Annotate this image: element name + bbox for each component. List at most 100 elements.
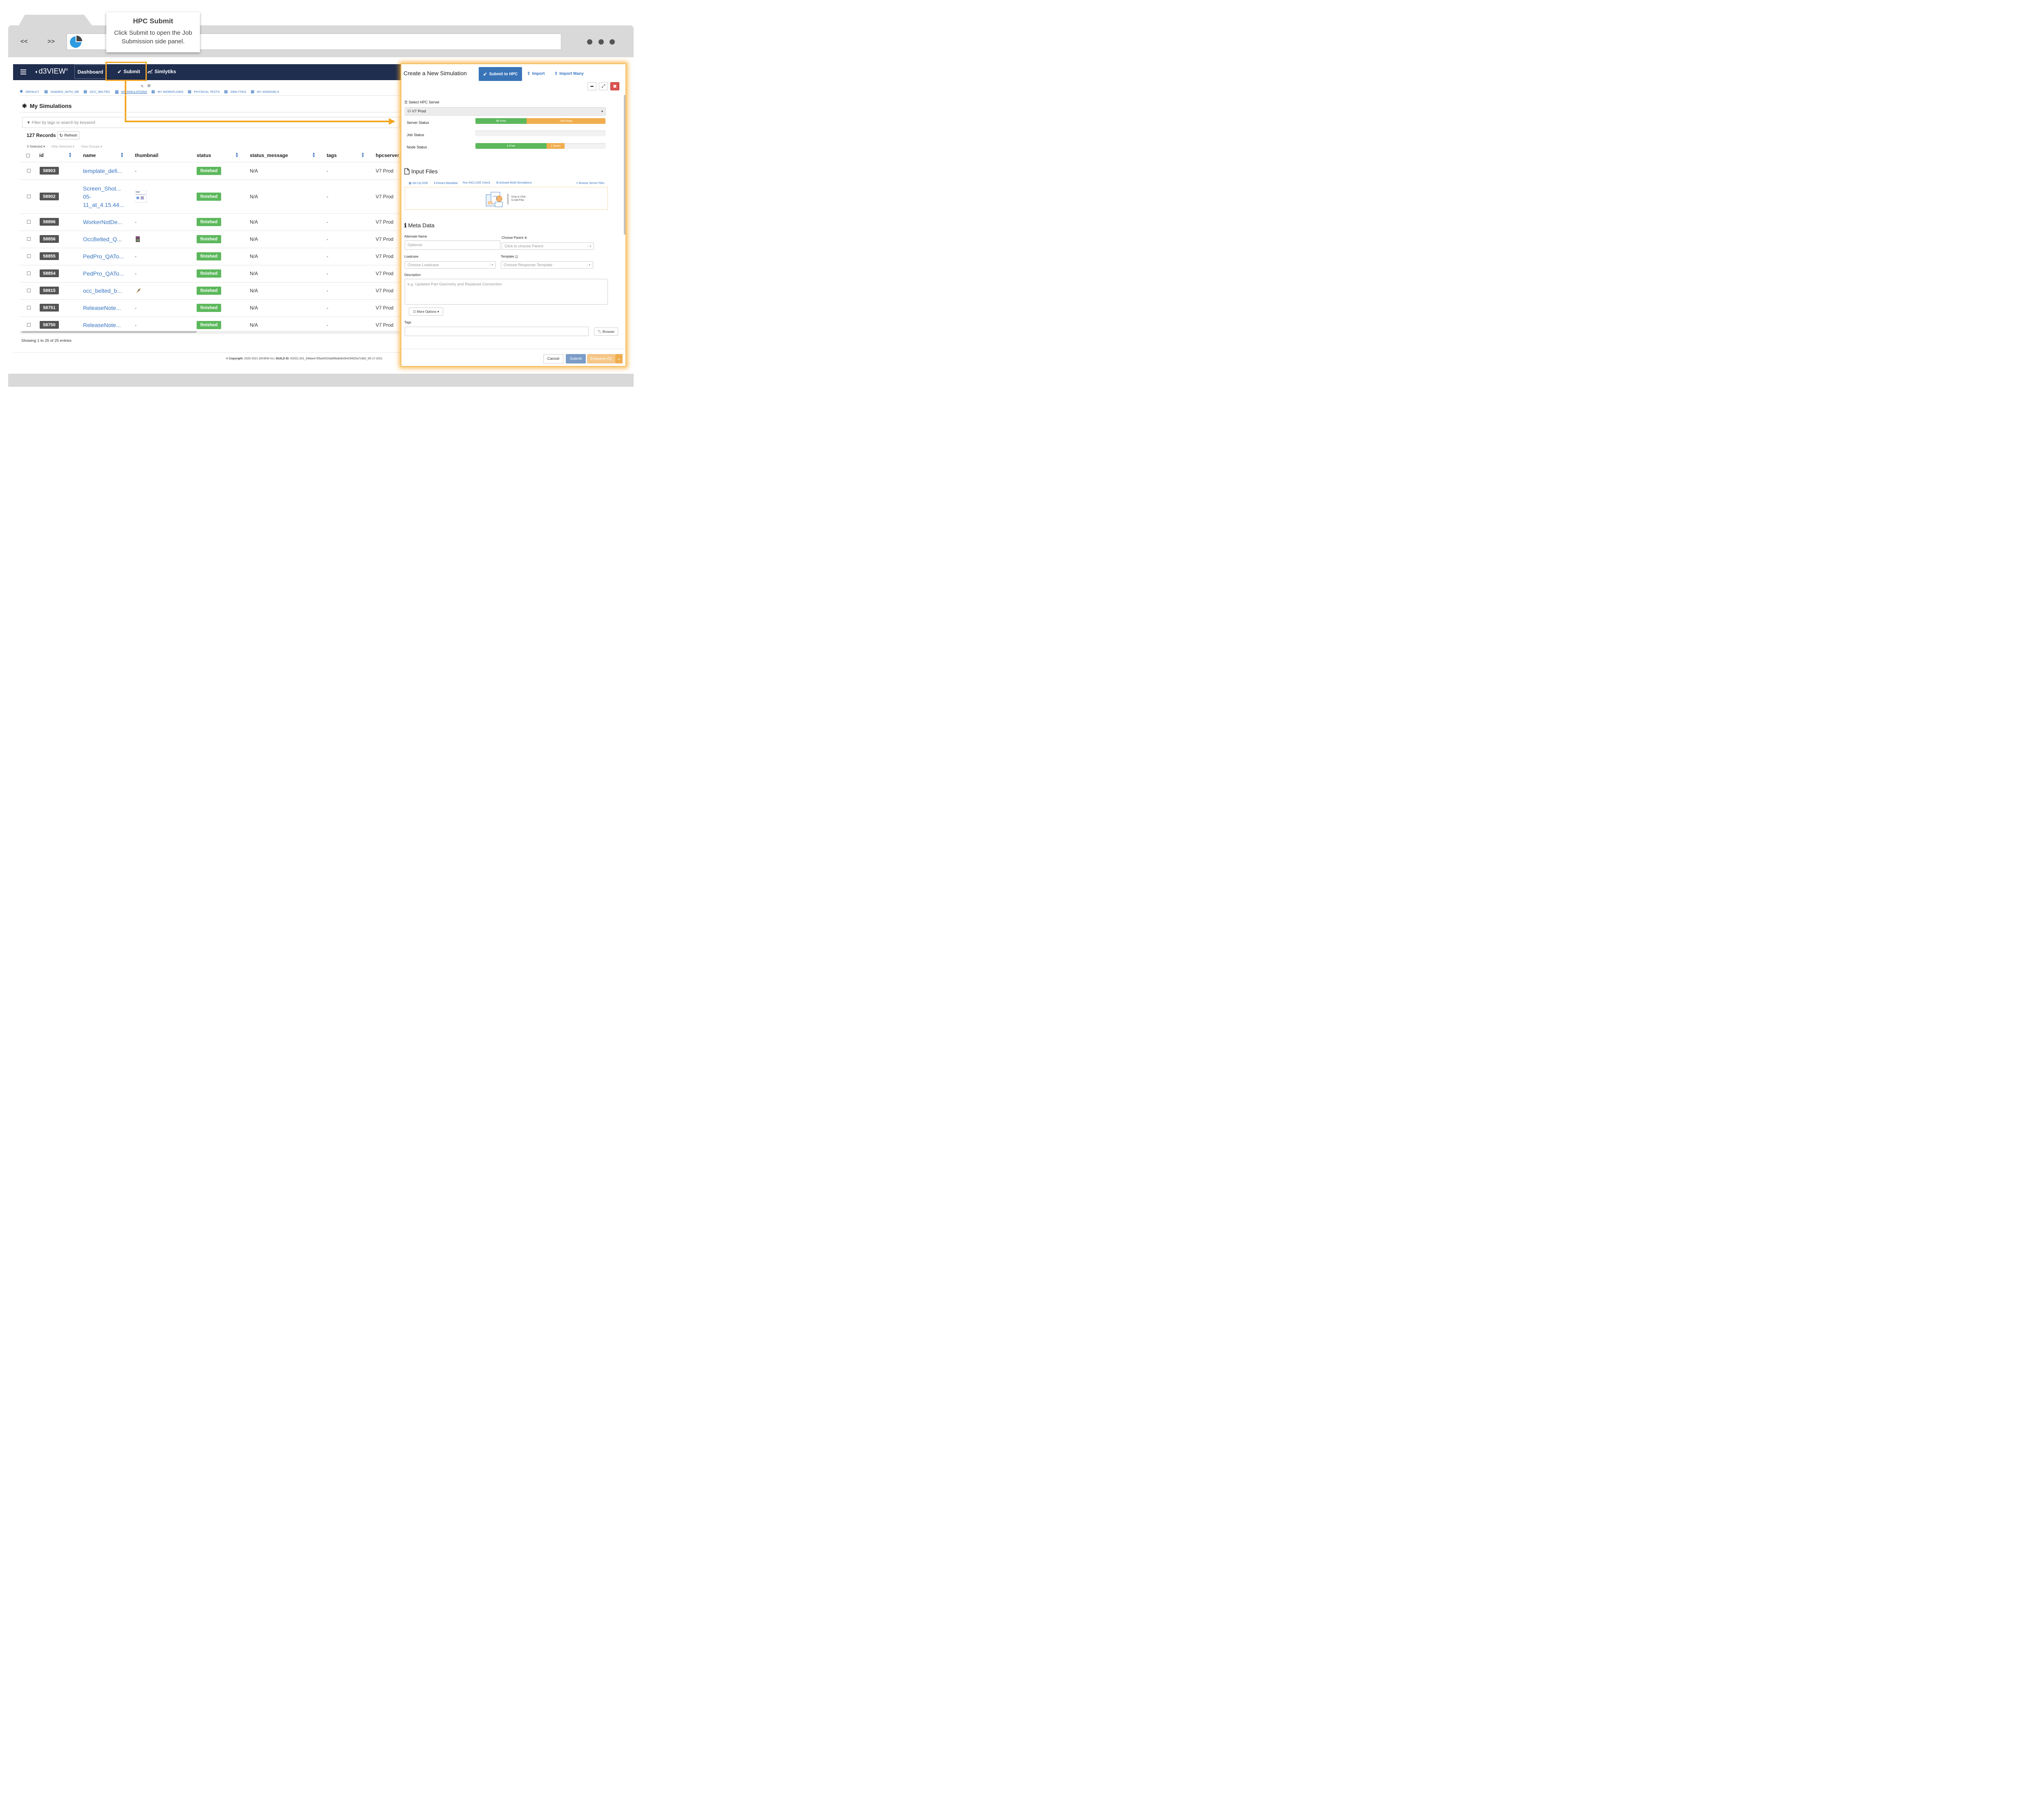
view-selected-dropdown[interactable]: View Selected ▾ [51, 145, 74, 148]
thumbnail-image[interactable] [135, 287, 142, 296]
tags-cell: - [327, 305, 328, 311]
submit-to-hpc-button[interactable]: ➶ Submit to HPC [479, 67, 522, 81]
tab-physical-tests[interactable]: ▦ PHYSICAL TESTS [188, 90, 220, 94]
select-all-checkbox[interactable] [26, 154, 30, 157]
minimize-button[interactable]: ━ [587, 82, 596, 90]
loadcase-label: Loadcase [404, 255, 419, 258]
browser-tab[interactable] [18, 15, 93, 27]
sort-icon[interactable]: ▲ ▼ [361, 151, 365, 158]
column-header-status[interactable]: status [197, 153, 211, 158]
row-checkbox[interactable] [27, 306, 31, 310]
database-icon: ⛁ [408, 109, 411, 114]
alternate-name-input[interactable]: Optional [405, 240, 500, 250]
tab-my-workflows[interactable]: ▦ MY WORKFLOWS [151, 90, 184, 94]
tags-cell: - [327, 219, 328, 225]
hpcserver-cell: V7 Prod [376, 271, 394, 276]
tags-input[interactable] [405, 327, 589, 336]
sort-icon[interactable]: ▲ ▼ [120, 151, 124, 158]
node-free-segment: 4 Free [475, 143, 547, 149]
status-badge: finished [197, 321, 221, 329]
file-dropzone[interactable]: Drop or Click to Add Files [405, 187, 608, 210]
simulation-name-link[interactable]: ReleaseNote... [83, 304, 121, 312]
row-checkbox[interactable] [27, 254, 31, 258]
browse-server-files-link[interactable]: ⇗ Browse Server Files [576, 182, 605, 185]
sort-icon[interactable]: ▲ ▼ [68, 151, 72, 158]
tab-shared-with-me[interactable]: ▦ SHARED_WITH_ME [44, 90, 79, 94]
simulation-name-link[interactable]: PedPro_QATo... [83, 252, 124, 260]
row-checkbox[interactable] [27, 169, 31, 173]
selected-dropdown[interactable]: 0 Selected ▾ [27, 145, 45, 148]
hpc-server-select[interactable]: ⛁ V7 Prod ▾ [405, 107, 606, 116]
hpcserver-cell: V7 Prod [376, 194, 394, 200]
submit-button[interactable]: Submit [566, 354, 586, 363]
sort-icon[interactable]: ▲ ▼ [235, 151, 239, 158]
tags-cell: - [327, 236, 328, 242]
tab-default[interactable]: ✱ DEFAULT [20, 90, 39, 94]
panel-scrollbar[interactable] [624, 95, 625, 235]
app-logo[interactable]: ◐d3VIEW® [35, 67, 68, 75]
row-checkbox[interactable] [27, 237, 31, 241]
more-options-button[interactable]: ☷ More Options ▾ [409, 307, 443, 316]
tab-my-simulations[interactable]: ▦ MY SIMULATIONS [115, 90, 147, 94]
files-illustration-icon [486, 192, 503, 207]
enqueue-dropdown-caret[interactable]: ▴ [615, 354, 623, 363]
template-select[interactable]: Choose Response Template ▾ [501, 261, 593, 269]
refresh-button[interactable]: ↻ Refresh [57, 131, 79, 139]
nav-dashboard-button[interactable]: Dashboard [74, 65, 106, 79]
id-badge: 58903 [40, 167, 59, 175]
nav-simlytiks-button[interactable]: Simlytiks [147, 64, 176, 79]
pencil-icon[interactable]: ✎ [141, 84, 144, 88]
simulation-name-link[interactable]: ReleaseNote... [83, 321, 121, 329]
column-header-id[interactable]: id [39, 153, 44, 158]
row-checkbox[interactable] [27, 289, 31, 292]
simulation-name-link[interactable]: PedPro_QATo... [83, 269, 124, 278]
row-checkbox[interactable] [27, 271, 31, 275]
cancel-button[interactable]: Cancel [543, 354, 563, 363]
hamburger-menu-icon[interactable] [20, 68, 26, 76]
nav-submit-button[interactable]: ➶ Submit [117, 64, 140, 79]
loadcase-select[interactable]: Choose Loadcase ▾ [405, 261, 496, 269]
setup-doe-link[interactable]: ▦ Set Up DOE [409, 182, 428, 185]
scrollbar-thumb[interactable] [22, 331, 197, 333]
sort-icon[interactable]: ▲ ▼ [312, 151, 316, 158]
thumbnail-image[interactable] [135, 236, 141, 244]
settings-icon[interactable]: ⚙ [147, 84, 151, 88]
tab-my-3dmodels[interactable]: ▦ MY 3DMODELS [251, 90, 279, 94]
row-checkbox[interactable] [27, 323, 31, 327]
tab-simlytiks[interactable]: ▦ SIMLYTIKS [224, 90, 247, 94]
import-link[interactable]: ⇪ Import [527, 72, 545, 76]
simulation-name-link[interactable]: WorkerNotDe... [83, 218, 122, 226]
activate-multi-simulations-link[interactable]: ⧉ Activate Multi-Simulations [496, 182, 532, 184]
column-header-hpcserver[interactable]: hpcserver_ [376, 153, 402, 158]
choose-parent-select[interactable]: Click to choose Parent ▾ [502, 242, 594, 250]
view-groups-dropdown[interactable]: View Groups ▾ [81, 145, 102, 148]
horizontal-scrollbar[interactable] [20, 331, 400, 333]
simulation-name-link[interactable]: occ_belted_b... [83, 287, 122, 295]
forward-button[interactable]: >> [47, 38, 55, 45]
description-textarea[interactable]: e.g. Updated Part Geometry and Replaced … [405, 279, 608, 305]
table-icon: ▦ [151, 90, 155, 94]
tags-browser-button[interactable]: 🏷 Browser [594, 327, 618, 336]
enqueue-button[interactable]: Enqueue (0) [587, 354, 615, 363]
thumbnail-image[interactable] [134, 190, 147, 205]
extract-metadata-link[interactable]: ℹ Extract Metadata [434, 182, 458, 185]
input-files-heading: Input Files [404, 168, 438, 175]
expand-button[interactable]: ⤢ [599, 82, 608, 90]
run-include-check-link[interactable]: Run INCLUDE Check [463, 182, 491, 184]
search-input[interactable]: ▼ Filter by tags or search by keyword [22, 117, 400, 128]
column-header-status-message[interactable]: status_message [250, 153, 288, 158]
hpcserver-cell: V7 Prod [376, 219, 394, 225]
hpcserver-cell: V7 Prod [376, 168, 394, 174]
column-header-tags[interactable]: tags [327, 153, 337, 158]
import-many-link[interactable]: ⇪ Import Many [554, 72, 584, 76]
row-checkbox[interactable] [27, 220, 31, 224]
column-header-thumbnail[interactable]: thumbnail [135, 153, 159, 158]
back-button[interactable]: << [20, 38, 28, 45]
tab-occ-belted[interactable]: ▦ OCC_BELTED [83, 90, 110, 94]
simulation-name-link[interactable]: template_defi... [83, 167, 122, 175]
column-header-name[interactable]: name [83, 153, 96, 158]
close-panel-button[interactable]: ✖ [610, 82, 619, 90]
simulation-name-link[interactable]: OccBelted_Q... [83, 235, 122, 243]
row-checkbox[interactable] [27, 195, 31, 198]
simulation-name-link[interactable]: Screen_Shot... 05- 11_at_4.15.44... [83, 184, 124, 209]
